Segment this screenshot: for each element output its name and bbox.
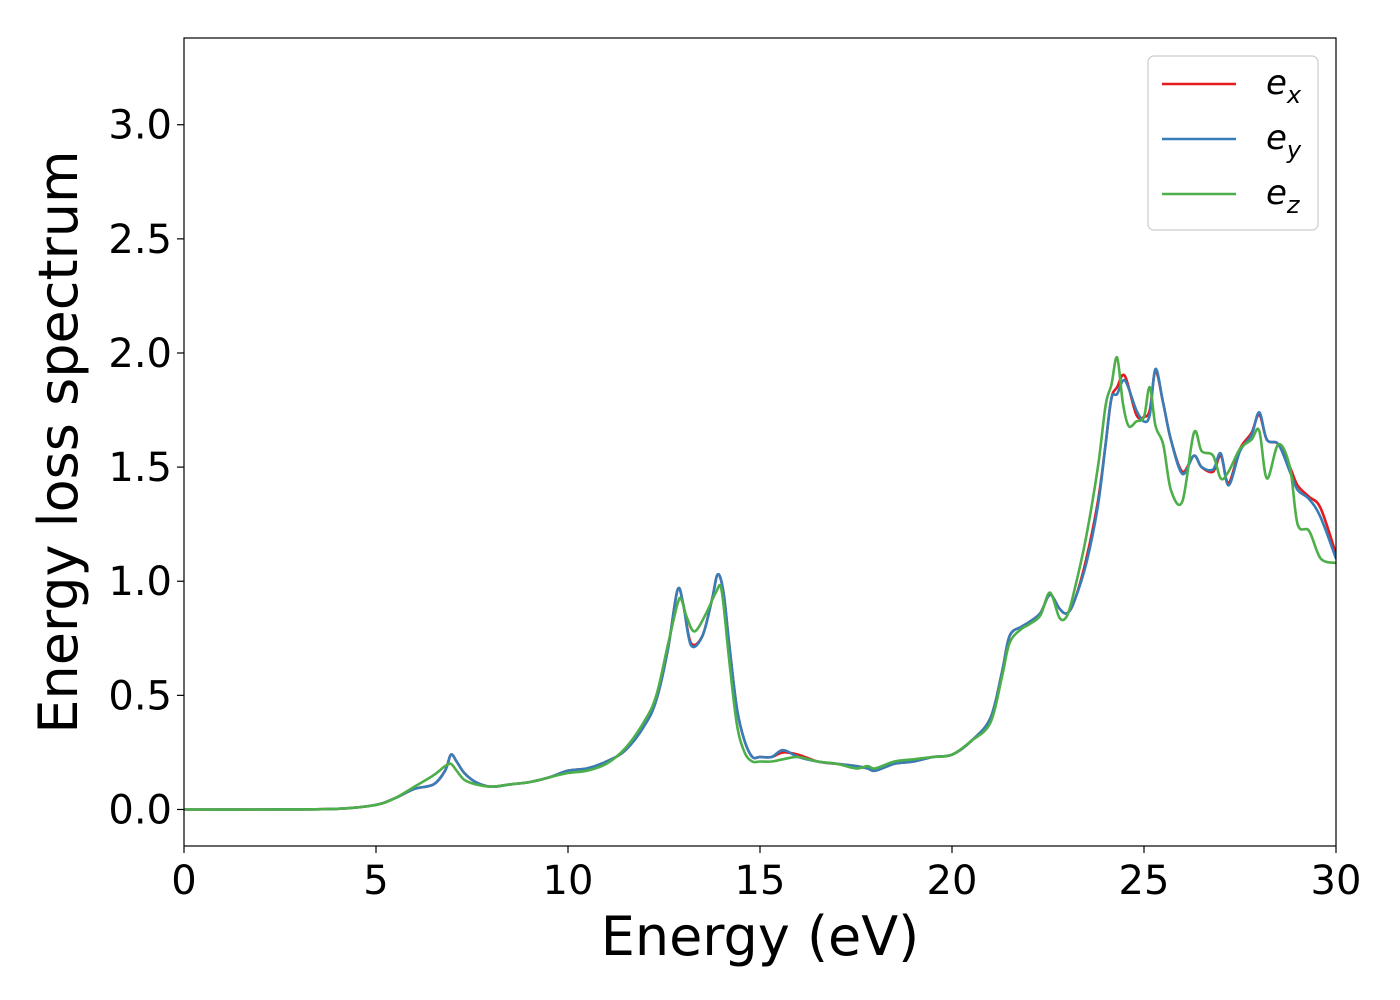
x-tick-label: 10 — [543, 858, 594, 904]
y-tick-label: 3.0 — [108, 103, 172, 149]
y-tick-label: 2.0 — [108, 331, 172, 377]
x-axis-label: Energy (eV) — [601, 905, 920, 968]
x-tick-label: 20 — [927, 858, 978, 904]
y-axis-label: Energy loss spectrum — [27, 150, 90, 733]
y-tick-label: 0.5 — [108, 673, 172, 719]
legend-label-subscript: z — [1286, 191, 1301, 219]
x-tick-label: 15 — [735, 858, 786, 904]
y-axis-ticks: 0.0 0.5 1.0 1.5 2.0 2.5 3.0 — [108, 103, 184, 833]
legend-label-ez: ez — [1266, 173, 1301, 219]
series-line-ez — [184, 356, 1336, 811]
y-tick-label: 2.5 — [108, 217, 172, 263]
legend-box — [1147, 55, 1319, 231]
x-tick-label: 5 — [363, 858, 388, 904]
y-tick-label: 1.0 — [108, 559, 172, 605]
y-tick-label: 1.5 — [108, 445, 172, 491]
legend-label-subscript: x — [1286, 81, 1302, 109]
legend-label-base: e — [1266, 118, 1287, 158]
x-tick-label: 30 — [1311, 858, 1362, 904]
x-axis-ticks: 0 5 10 15 20 25 30 — [171, 846, 1361, 904]
x-tick-label: 25 — [1119, 858, 1170, 904]
x-tick-label: 0 — [171, 858, 196, 904]
y-tick-label: 0.0 — [108, 787, 172, 833]
legend-label-ex: ex — [1266, 63, 1302, 109]
legend-label-subscript: y — [1286, 136, 1302, 164]
legend-label-ey: ey — [1266, 118, 1302, 164]
series-layer — [184, 356, 1336, 811]
legend-label-base: e — [1266, 173, 1287, 213]
legend-label-base: e — [1266, 63, 1287, 103]
